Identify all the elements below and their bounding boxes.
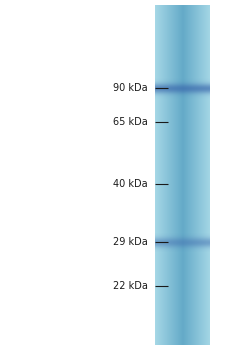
Text: 29 kDa: 29 kDa [113, 237, 148, 247]
Text: 90 kDa: 90 kDa [113, 83, 148, 93]
Text: 40 kDa: 40 kDa [113, 179, 148, 189]
Text: 65 kDa: 65 kDa [113, 117, 148, 127]
Text: 22 kDa: 22 kDa [113, 281, 148, 291]
